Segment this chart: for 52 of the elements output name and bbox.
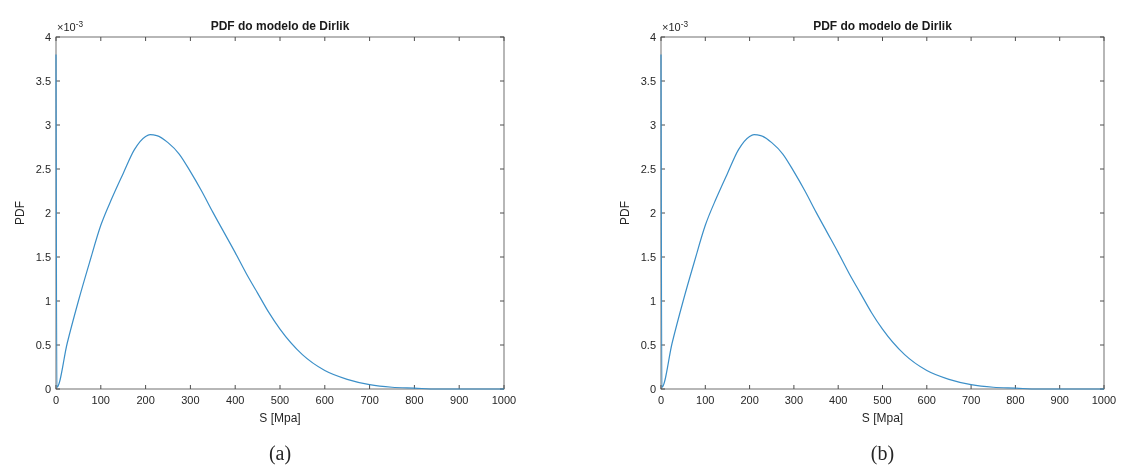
- y-tick-label: 1.5: [35, 251, 51, 263]
- chart-title: PDF do modelo de Dirlik: [210, 19, 350, 33]
- y-axis-title: PDF: [618, 201, 632, 225]
- y-tick-label: 0.5: [35, 339, 51, 351]
- y-axis-title: PDF: [13, 201, 27, 225]
- x-tick-label: 600: [315, 394, 334, 406]
- y-tick-label: 2: [44, 207, 51, 219]
- x-tick-label: 0: [52, 394, 60, 406]
- y-tick-label: 2.5: [35, 163, 51, 175]
- y-tick-label: 1: [44, 295, 51, 307]
- y-tick-label: 0: [44, 383, 51, 395]
- x-tick-label: 200: [136, 394, 155, 406]
- x-tick-label: 500: [270, 394, 290, 406]
- x-tick-label: 500: [873, 394, 892, 406]
- y-tick-label: 2: [649, 207, 656, 219]
- x-tick-label: 700: [961, 394, 981, 406]
- chart-title: PDF do modelo de Dirlik: [813, 19, 953, 33]
- x-axis-title: S [Mpa]: [861, 411, 904, 425]
- x-tick-label: 800: [405, 394, 424, 406]
- x-tick-label: 1000: [491, 394, 517, 406]
- x-tick-label: 900: [450, 394, 469, 406]
- text: ×10$^{-3}$: [662, 19, 689, 33]
- x-tick-label: 400: [829, 394, 848, 406]
- x-tick-label: 800: [1006, 394, 1025, 406]
- text: (a): [268, 442, 292, 465]
- y-tick-label: 2.5: [640, 163, 656, 175]
- y-tick-label: 4: [44, 31, 51, 43]
- line-series: [660, 54, 1105, 390]
- x-tick-label: 600: [917, 394, 936, 406]
- y-tick-label: 0.5: [640, 339, 656, 351]
- x-tick-label: 1000: [1091, 394, 1117, 406]
- x-tick-label: 900: [1050, 394, 1069, 406]
- y-tick-label: 3: [44, 119, 51, 131]
- y-tick-label: 3.5: [35, 75, 51, 87]
- line-series: [55, 54, 505, 390]
- x-tick-label: 100: [696, 394, 715, 406]
- x-tick-label: 700: [360, 394, 379, 406]
- y-tick-label: 1: [649, 295, 656, 307]
- x-tick-label: 300: [784, 394, 804, 406]
- x-tick-label: 0: [657, 394, 665, 406]
- x-axis-title: S [Mpa]: [259, 411, 301, 425]
- x-tick-label: 100: [91, 394, 110, 406]
- x-tick-label: 400: [226, 394, 245, 406]
- text: (b): [870, 442, 895, 465]
- y-tick-label: 0: [649, 383, 656, 395]
- y-tick-label: 3: [649, 119, 656, 131]
- x-tick-label: 300: [181, 394, 200, 406]
- x-tick-label: 200: [740, 394, 759, 406]
- y-tick-label: 1.5: [640, 251, 656, 263]
- y-tick-label: 4: [649, 31, 656, 43]
- y-tick-label: 3.5: [640, 75, 656, 87]
- text: ×10$^{-3}$: [57, 19, 84, 33]
